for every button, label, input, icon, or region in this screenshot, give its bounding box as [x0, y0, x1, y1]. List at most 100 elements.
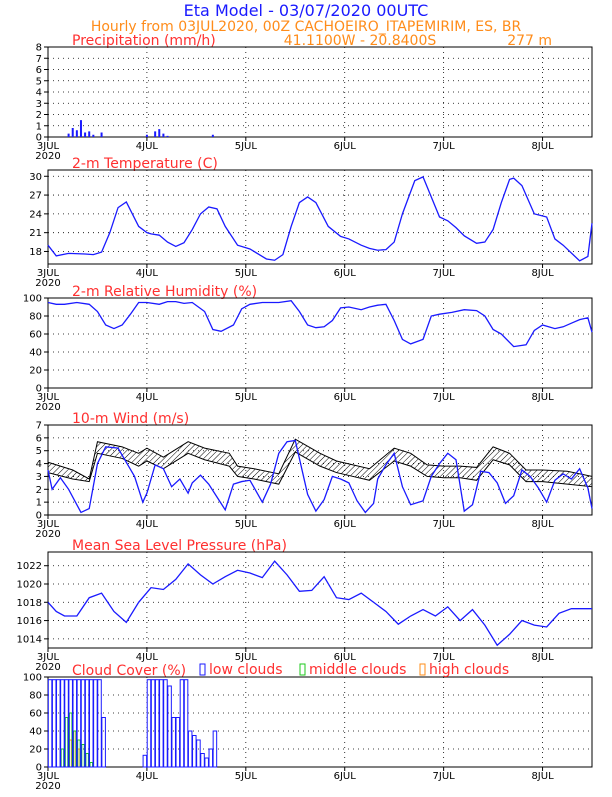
x-day-label: 4JUL — [136, 141, 159, 152]
mid-cloud-bar — [73, 730, 77, 768]
x-day-label: 3JUL — [37, 652, 60, 663]
y-tick-label: 6 — [36, 65, 42, 76]
low-cloud-bar — [175, 717, 181, 768]
panel-title-2: 2-m Relative Humidity (%) — [72, 284, 257, 300]
x-day-label: 5JUL — [235, 519, 258, 530]
legend-label: middle clouds — [309, 662, 406, 678]
low-cloud-bar — [163, 679, 168, 768]
y-tick-label: 60 — [29, 709, 42, 720]
y-tick-label: 2 — [36, 110, 42, 121]
precip-bar — [145, 134, 148, 137]
y-tick-label: 40 — [29, 348, 42, 359]
high-cloud-bar — [73, 730, 77, 768]
low-cloud-bar — [101, 717, 106, 768]
low-cloud-bar — [167, 685, 172, 768]
legend-swatch — [199, 663, 206, 676]
x-day-label: 6JUL — [334, 519, 357, 530]
y-tick-label: 0 — [36, 133, 42, 144]
x-day-label: 7JUL — [433, 268, 456, 279]
y-tick-label: 1 — [36, 498, 42, 509]
low-cloud-bar — [179, 679, 185, 768]
low-cloud-bar — [68, 679, 73, 768]
x-year-label: 2020 — [35, 781, 60, 792]
y-tick-label: 6 — [36, 433, 42, 444]
low-cloud-bar — [196, 739, 201, 768]
y-tick-label: 20 — [29, 745, 42, 756]
y-tick-label: 4 — [36, 88, 42, 99]
y-tick-label: 1014 — [17, 634, 42, 645]
low-cloud-bar — [159, 679, 164, 768]
header-subtitle: Hourly from 03JUL2020, 00Z CACHOEIRO_ITA… — [91, 19, 522, 35]
x-day-label: 5JUL — [235, 268, 258, 279]
panel-frame — [47, 297, 593, 389]
mid-cloud-bar — [77, 739, 81, 768]
low-cloud-bar — [97, 679, 102, 768]
header-elevation: 277 m — [507, 33, 552, 49]
low-cloud-bar — [154, 679, 160, 768]
x-day-label: 3JUL — [37, 392, 60, 403]
y-tick-label: 80 — [29, 312, 42, 323]
y-tick-label: 3 — [36, 99, 42, 110]
panel-title-5: Cloud Cover (%) — [72, 663, 186, 679]
low-cloud-bar — [208, 748, 214, 768]
low-cloud-bar — [150, 679, 156, 768]
y-tick-label: 60 — [29, 330, 42, 341]
low-cloud-bar — [200, 753, 205, 768]
panel-frame — [47, 551, 593, 649]
wind-barb-band — [47, 438, 593, 488]
y-tick-label: 1018 — [17, 598, 42, 609]
low-cloud-bar — [72, 679, 78, 768]
mid-cloud-bar — [89, 762, 94, 768]
high-cloud-bar — [69, 739, 73, 768]
precip-bar — [166, 135, 169, 137]
y-tick-label: 8 — [36, 43, 42, 54]
x-day-label: 4JUL — [136, 652, 159, 663]
x-day-label: 7JUL — [433, 141, 456, 152]
y-tick-label: 20 — [29, 366, 42, 377]
x-day-label: 4JUL — [136, 771, 159, 782]
mid-cloud-bar — [64, 717, 69, 768]
x-day-label: 5JUL — [235, 141, 258, 152]
low-cloud-bar — [76, 679, 82, 768]
low-cloud-bar — [192, 735, 197, 768]
high-cloud-bar — [77, 748, 81, 768]
low-cloud-bar — [146, 679, 152, 768]
series-line — [47, 439, 593, 514]
low-cloud-bar — [64, 679, 69, 768]
y-tick-label: 1022 — [17, 561, 42, 572]
y-tick-label: 100 — [23, 673, 42, 684]
x-day-label: 8JUL — [531, 771, 554, 782]
x-day-label: 7JUL — [433, 652, 456, 663]
y-tick-label: 1016 — [17, 616, 42, 627]
x-day-label: 6JUL — [334, 392, 357, 403]
low-cloud-bar — [84, 679, 90, 768]
x-day-label: 8JUL — [531, 652, 554, 663]
x-day-label: 4JUL — [136, 392, 159, 403]
series-line — [47, 300, 593, 348]
panel-title-4: Mean Sea Level Pressure (hPa) — [72, 538, 287, 554]
legend-label: high clouds — [429, 662, 509, 678]
x-year-label: 2020 — [35, 402, 60, 413]
x-day-label: 5JUL — [235, 652, 258, 663]
x-day-label: 8JUL — [531, 268, 554, 279]
low-cloud-bar — [60, 679, 65, 768]
y-tick-label: 1 — [36, 121, 42, 132]
precip-bar — [88, 131, 91, 137]
y-tick-label: 40 — [29, 727, 42, 738]
low-cloud-bar — [204, 757, 209, 768]
precip-bar — [211, 134, 214, 137]
legend-swatch — [419, 663, 426, 676]
x-year-label: 2020 — [35, 529, 60, 540]
low-cloud-bar — [80, 679, 86, 768]
y-tick-label: 24 — [29, 209, 42, 220]
precip-bar — [79, 120, 82, 137]
x-day-label: 8JUL — [531, 519, 554, 530]
precip-bar — [154, 131, 157, 137]
x-day-label: 6JUL — [334, 141, 357, 152]
low-cloud-bar — [142, 754, 148, 768]
panel-frame — [47, 676, 593, 768]
x-day-label: 7JUL — [433, 771, 456, 782]
low-cloud-bar — [47, 679, 53, 768]
y-tick-label: 0 — [36, 511, 42, 522]
x-day-label: 4JUL — [136, 519, 159, 530]
